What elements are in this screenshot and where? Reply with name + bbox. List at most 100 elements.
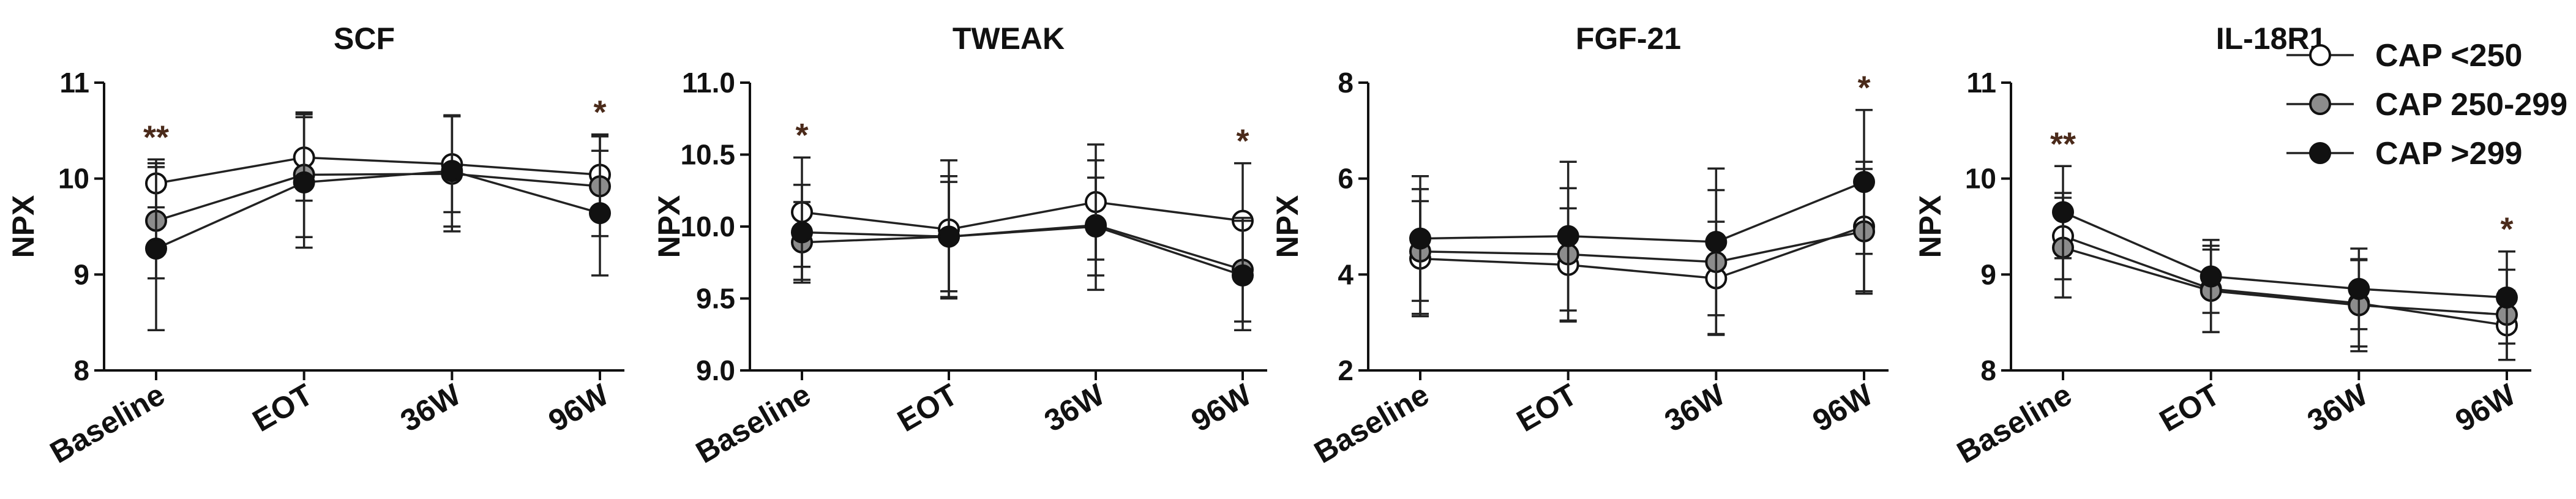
data-point <box>1409 227 1431 250</box>
plot-area: *** <box>143 94 611 331</box>
y-axis-title: NPX <box>1270 195 1305 258</box>
y-tick-label: 10 <box>1965 163 1996 195</box>
x-ticks: Baseline EOT 36W 96W <box>1951 370 2522 470</box>
legend-label: CAP <250 <box>2375 38 2522 73</box>
series-line <box>2062 246 2507 316</box>
legend: CAP <250 CAP 250-299 CAP >299 <box>2286 38 2567 171</box>
x-tick-label: 96W <box>2449 377 2522 438</box>
data-point <box>145 238 167 260</box>
x-tick-label: EOT <box>247 377 318 438</box>
x-tick-label: EOT <box>891 377 963 438</box>
series <box>791 175 1254 331</box>
significance-label: * <box>2500 211 2513 248</box>
x-ticks: Baseline EOT 36W 96W <box>1308 370 1879 470</box>
data-point <box>1085 216 1107 238</box>
series <box>1409 168 1875 336</box>
significance-label: * <box>1857 70 1870 107</box>
series-line <box>2062 235 2507 327</box>
axes <box>2010 83 2531 372</box>
plot-area: *** <box>2050 126 2518 361</box>
x-tick-label: EOT <box>2154 377 2225 438</box>
x-tick-label: 36W <box>395 377 467 438</box>
x-tick-label: Baseline <box>1308 377 1434 470</box>
x-tick-label: EOT <box>1511 377 1582 438</box>
series <box>2052 165 2518 345</box>
y-tick-label: 10.5 <box>680 139 735 171</box>
series <box>791 159 1254 323</box>
y-tick-label: 8 <box>1980 355 1996 386</box>
series-line <box>801 225 1243 277</box>
y-axis-title: NPX <box>1913 195 1947 258</box>
y-tick-label: 9.5 <box>696 283 735 315</box>
x-tick-label: 96W <box>542 377 615 438</box>
plot-area: * <box>1409 70 1875 336</box>
series-line <box>2062 211 2507 299</box>
series <box>145 113 611 216</box>
significance-label: ** <box>2050 126 2076 162</box>
y-tick-label: 8 <box>73 355 89 386</box>
x-tick-label: 36W <box>1038 377 1110 438</box>
x-tick-label: 36W <box>1659 377 1731 438</box>
series <box>145 114 611 331</box>
data-point <box>938 225 960 248</box>
axes <box>749 83 1267 372</box>
series <box>791 143 1254 300</box>
series <box>1409 160 1875 336</box>
legend-entry: CAP >299 <box>2286 136 2522 171</box>
y-ticks: 8 9 10 11 <box>58 67 104 386</box>
x-tick-label: 96W <box>1185 377 1257 438</box>
series-line <box>1420 230 1865 263</box>
data-point <box>441 160 463 182</box>
data-point <box>791 221 813 244</box>
panel-tweak: TWEAK NPX 9.0 9.5 10.0 10.5 11.0 Baseline EOT… <box>652 21 1267 470</box>
legend-entry: CAP 250-299 <box>2286 87 2567 122</box>
y-tick-label: 2 <box>1338 355 1354 386</box>
panel-fgf-21: FGF-21 NPX 2 4 6 8 Baseline EOT 36W 96W * <box>1270 21 1889 470</box>
series <box>2052 192 2518 361</box>
data-point <box>2052 201 2074 223</box>
data-point <box>2496 286 2518 309</box>
x-tick-label: Baseline <box>1951 377 2077 470</box>
significance-label: ** <box>143 119 169 156</box>
data-point <box>589 202 611 225</box>
series-line <box>155 156 601 185</box>
data-point <box>293 171 315 193</box>
y-tick-label: 9.0 <box>696 355 735 386</box>
data-point <box>1557 225 1579 247</box>
axes <box>103 83 624 372</box>
plot-area: * * <box>791 117 1254 331</box>
legend-label: CAP 250-299 <box>2375 87 2567 122</box>
y-ticks: 9.0 9.5 10.0 10.5 11.0 <box>680 67 750 386</box>
panel-title: IL-18R1 <box>2216 21 2327 56</box>
y-axis-title: NPX <box>6 195 40 258</box>
y-tick-label: 6 <box>1338 163 1354 195</box>
y-tick-label: 11 <box>1966 67 1996 99</box>
legend-marker <box>2309 93 2331 115</box>
data-point <box>1853 171 1875 193</box>
x-tick-label: 96W <box>1807 377 1879 438</box>
y-axis-title: NPX <box>652 195 686 258</box>
legend-label: CAP >299 <box>2375 136 2522 171</box>
significance-label: * <box>1236 123 1249 160</box>
significance-label: * <box>795 117 808 154</box>
panel-title: SCF <box>334 21 395 56</box>
y-tick-label: 8 <box>1338 67 1354 99</box>
x-tick-label: Baseline <box>44 377 170 470</box>
y-tick-label: 9 <box>1980 258 1996 290</box>
series-line <box>155 170 601 250</box>
x-ticks: Baseline EOT 36W 96W <box>44 370 615 470</box>
x-tick-label: Baseline <box>690 377 816 470</box>
panel-title: FGF-21 <box>1576 21 1681 56</box>
legend-marker <box>2309 44 2331 66</box>
y-tick-label: 9 <box>73 258 89 290</box>
y-tick-label: 11.0 <box>682 67 735 99</box>
series-line <box>1420 225 1865 280</box>
y-tick-label: 4 <box>1338 258 1354 290</box>
data-point <box>2200 265 2222 288</box>
data-point <box>1232 264 1254 287</box>
series-line <box>801 201 1243 231</box>
y-tick-label: 10.0 <box>680 211 735 242</box>
y-tick-label: 10 <box>58 163 89 195</box>
